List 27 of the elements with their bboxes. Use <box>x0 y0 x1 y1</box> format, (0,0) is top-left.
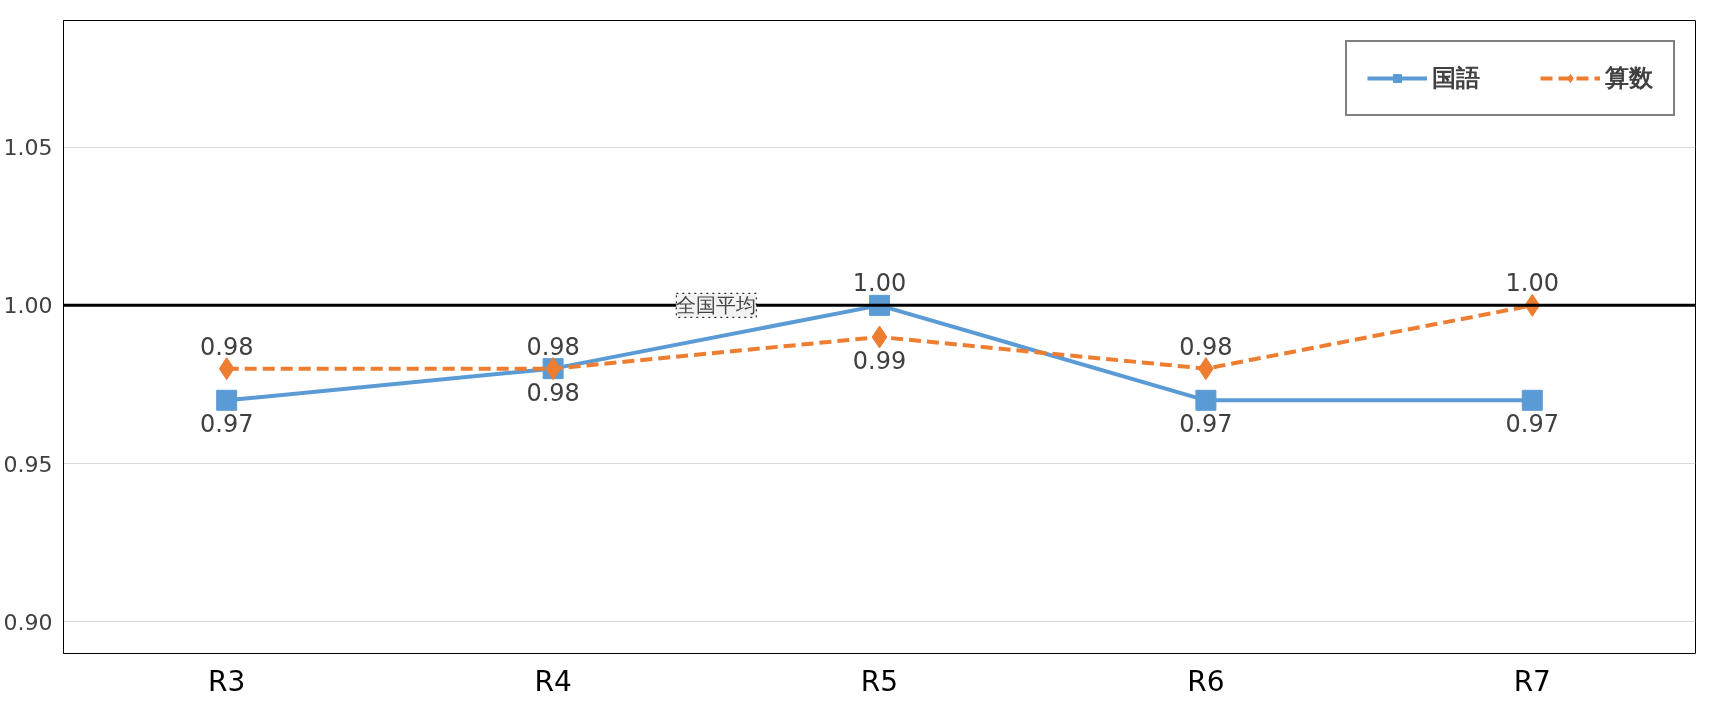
x-tick-label: R3 <box>208 664 246 698</box>
y-tick-label: 1.00 <box>3 293 53 319</box>
point <box>1521 389 1543 411</box>
y-tick-label: 0.95 <box>3 451 53 477</box>
x-tick-label: R7 <box>1513 664 1551 698</box>
data-label: 0.98 <box>1179 332 1233 361</box>
y-tick-label: 0.90 <box>3 609 53 635</box>
legend-label: 算数 <box>1605 63 1653 94</box>
x-tick-label: R4 <box>534 664 572 698</box>
data-label: 0.98 <box>199 332 254 361</box>
x-tick-label: R6 <box>1187 664 1225 698</box>
data-label: 0.98 <box>526 332 580 361</box>
point <box>218 357 235 381</box>
data-label: 0.97 <box>1505 410 1560 439</box>
point <box>871 325 888 349</box>
point <box>1195 389 1217 411</box>
data-label: 0.97 <box>199 410 254 439</box>
data-label: 1.00 <box>1505 269 1560 298</box>
data-label: 1.00 <box>852 269 907 298</box>
legend-label: 国語 <box>1432 63 1480 94</box>
data-label: 0.97 <box>1179 410 1233 439</box>
data-label: 0.99 <box>852 347 907 375</box>
y-tick-label: 1.05 <box>3 135 53 161</box>
x-tick-label: R5 <box>860 664 899 698</box>
point <box>216 389 238 411</box>
ref-line-label: 全国平均 <box>676 293 757 318</box>
data-label: 0.98 <box>526 378 580 407</box>
